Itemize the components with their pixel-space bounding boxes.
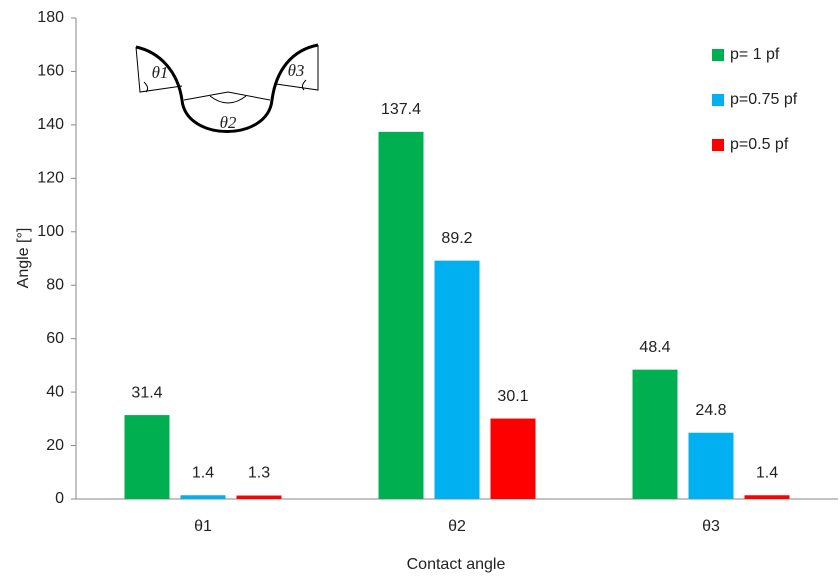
y-axis-title: Angle [°]	[15, 228, 32, 289]
legend-label: p=0.75 pf	[730, 91, 798, 108]
value-label: 30.1	[497, 388, 528, 405]
bar	[632, 369, 678, 499]
y-tick-label: 180	[37, 9, 64, 26]
y-tick-label: 160	[37, 63, 64, 80]
value-label: 1.4	[756, 464, 778, 481]
x-axis-title: Contact angle	[407, 556, 506, 573]
value-label: 1.3	[248, 465, 270, 482]
legend-label: p=0.5 pf	[730, 136, 789, 153]
x-tick-label: θ2	[448, 518, 466, 535]
bar	[688, 432, 734, 499]
value-label: 48.4	[639, 339, 670, 356]
value-label: 89.2	[441, 230, 472, 247]
bar	[378, 131, 424, 499]
bar	[490, 418, 536, 499]
x-tick-label: θ3	[702, 518, 720, 535]
y-tick-label: 140	[37, 116, 64, 133]
value-label: 137.4	[381, 101, 421, 118]
y-tick-label: 100	[37, 223, 64, 240]
value-label: 31.4	[131, 384, 162, 401]
bar	[180, 495, 226, 499]
legend-swatch	[712, 94, 724, 106]
legend-swatch	[712, 49, 724, 61]
y-tick-label: 20	[46, 437, 64, 454]
x-tick-label: θ1	[194, 518, 212, 535]
y-tick-label: 60	[46, 330, 64, 347]
inset-label: θ3	[288, 61, 305, 80]
legend-swatch	[712, 139, 724, 151]
y-tick-label: 120	[37, 170, 64, 187]
bar	[124, 415, 170, 499]
bar	[236, 495, 282, 499]
y-tick-label: 80	[46, 276, 64, 293]
inset-label: θ2	[220, 113, 237, 132]
inset-diagram	[135, 43, 319, 133]
inset-label: θ1	[152, 63, 169, 82]
value-label: 24.8	[695, 402, 726, 419]
y-tick-label: 40	[46, 383, 64, 400]
bar	[744, 495, 790, 499]
legend-label: p= 1 pf	[730, 46, 780, 63]
bar	[434, 260, 480, 499]
y-tick-label: 0	[55, 490, 64, 507]
value-label: 1.4	[192, 464, 214, 481]
